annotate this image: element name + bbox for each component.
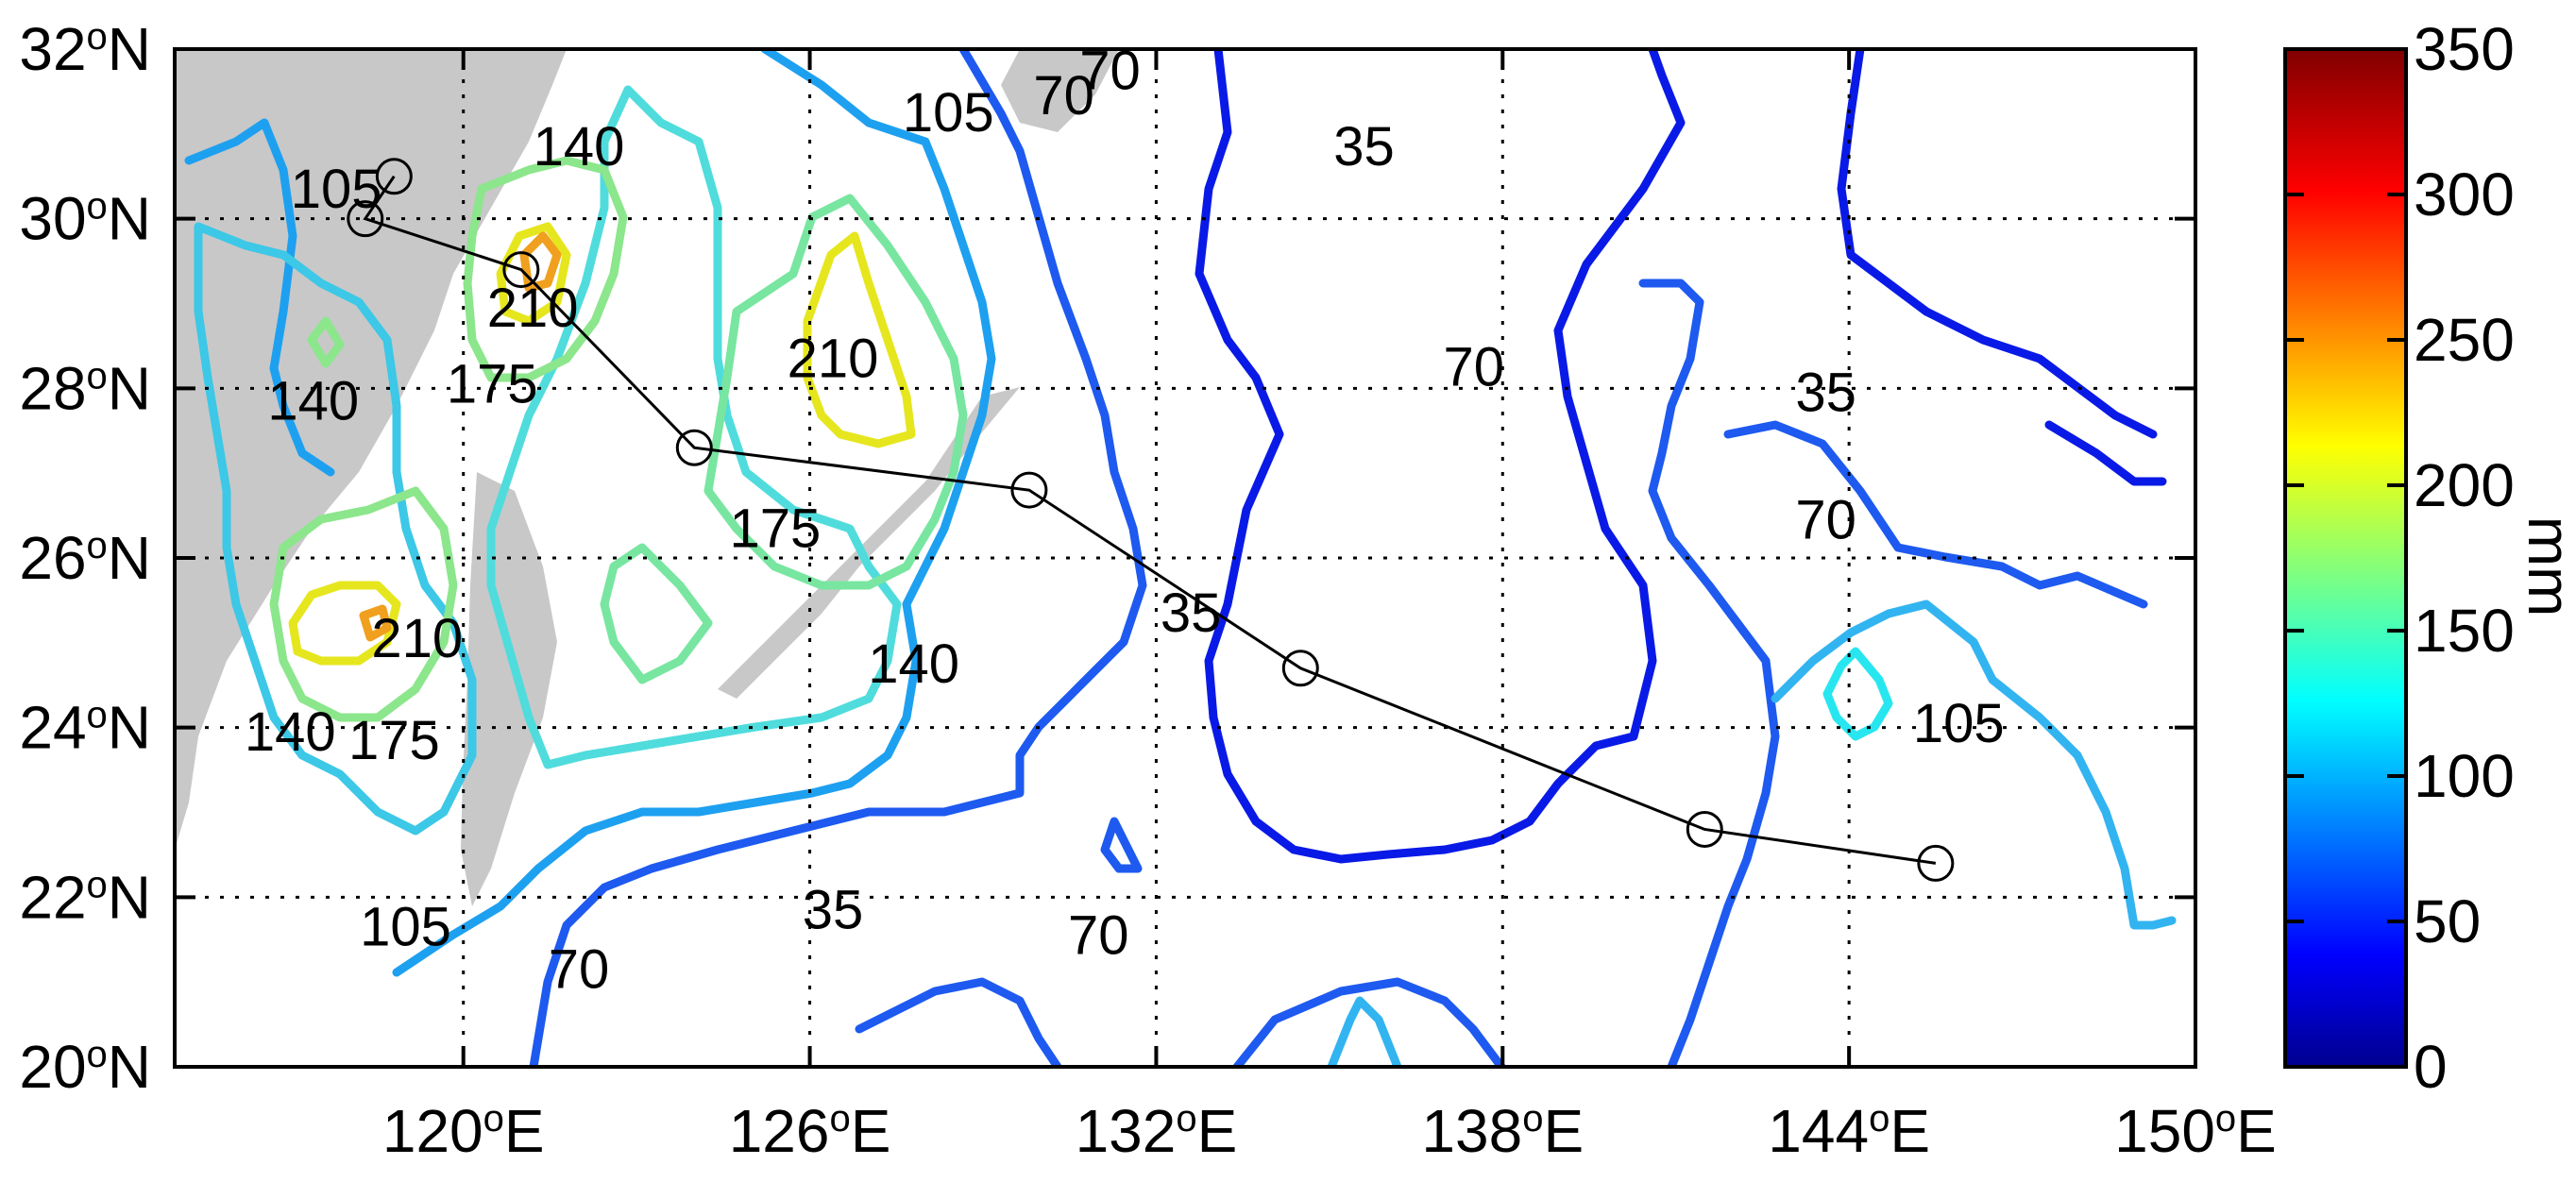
contour-245-sw [359,604,392,642]
track-point-3 [502,251,540,289]
contour-175-sw [269,486,458,722]
lat-lon-grid [175,49,2195,1067]
contour-140-west [194,222,477,836]
contour-210 [803,231,916,448]
lat-tick-label: 26oN [19,524,151,592]
colorbar-tick-label: 250 [2414,306,2515,374]
contour-label: 105 [1913,693,2005,754]
land-ryukyu [718,387,1020,699]
lon-tick-label: 150oE [2114,1097,2277,1165]
colorbar-tick-label: 0 [2414,1033,2448,1101]
contour-105-east [1771,599,2177,930]
contour-140-east [1822,647,1893,741]
contour-140 [486,85,902,769]
contour-label: 140 [267,371,359,432]
lon-tick-label: 126oE [729,1097,891,1165]
colorbar-tick-label: 100 [2414,742,2515,810]
contour-label: 105 [291,159,382,220]
contour-210-sw [288,581,401,666]
contour-105-west [184,118,335,477]
contour-label: 105 [360,897,451,958]
typhoon-track [347,158,1955,882]
track-point-6 [1281,650,1319,687]
contour-label: 70 [1068,905,1129,967]
contour-35-east2 [2044,420,2167,486]
lat-tick-label: 28oN [19,354,151,422]
contour-label: 140 [245,701,336,763]
colorbar-tick-label: 150 [2414,597,2515,665]
lat-tick-label: 20oN [19,1033,151,1101]
contour-175-b [600,543,713,684]
track-point-5 [1010,471,1048,509]
contour-label: 35 [1161,583,1222,644]
lon-tick-label: 144oE [1768,1097,1930,1165]
contour-label: 35 [1333,116,1395,177]
contour-label: 175 [447,354,538,415]
lon-tick-label: 120oE [382,1097,545,1165]
contour-label: 140 [868,633,959,695]
contour-70-loop [1232,977,1506,1067]
contour-35 [1195,49,1686,864]
contour-label: 35 [1795,363,1856,424]
contour-label: 105 [903,82,994,144]
contour-70-east2 [1723,420,2148,609]
colorbar-tick-label: 200 [2414,451,2515,519]
colorbar-tick-label: 50 [2414,887,2481,955]
lat-tick-label: 32oN [19,15,151,83]
colorbar-tick-label: 350 [2414,15,2515,83]
track-point-8 [1917,844,1955,882]
contour-70-tiny [1100,817,1143,873]
lat-tick-label: 24oN [19,694,151,762]
track-point-7 [1686,810,1723,848]
lon-tick-label: 132oE [1076,1097,1238,1165]
contour-210-west [496,222,571,326]
land-taiwan [461,472,557,906]
contour-label: 210 [788,329,879,390]
contour-label: 140 [534,116,625,177]
contour-105-south [1327,996,1402,1067]
track-point-1 [375,158,413,195]
colorbar-ticks: 0 50 100 150 200 250 300 350 [2285,15,2515,1101]
contour-70-south [855,977,1062,1067]
contour-label: 210 [487,278,579,339]
contour-label: 210 [371,608,463,669]
axis-ticks: 120oE 126oE 132oE 138oE 144oE 150oE 20oN 22oN 24… [19,15,2277,1165]
lat-tick-label: 30oN [19,185,151,253]
contour-245 [519,231,562,293]
contour-35-east [1837,49,2158,439]
contour-175-west [463,156,628,382]
contour-label: 70 [1033,65,1094,127]
colorbar-unit-label: mm [2516,516,2576,617]
track-line [363,175,1937,865]
land-kyushu [1001,49,1119,132]
contour-175 [703,194,968,590]
contour-105 [392,49,996,977]
contour-label: 175 [348,710,440,771]
colorbar-gradient [2283,47,2408,1069]
colorbar-tick-label: 300 [2414,160,2515,228]
contour-label: 70 [1443,337,1504,398]
contour-label: 70 [1079,40,1141,101]
contour-175-dot [307,316,345,368]
land-china-coast [175,49,397,529]
lon-tick-label: 138oE [1421,1097,1584,1165]
contour-70-east [1638,279,1780,1067]
contour-label: 70 [1795,489,1856,550]
lat-tick-label: 22oN [19,863,151,931]
contour-label: 175 [729,498,821,559]
contour-label: 35 [803,880,864,941]
track-point-4 [675,429,713,466]
track-point-2 [347,200,384,238]
contour-label: 70 [549,939,610,1001]
colorbar: 0 50 100 150 200 250 300 350 mm [2283,15,2576,1101]
